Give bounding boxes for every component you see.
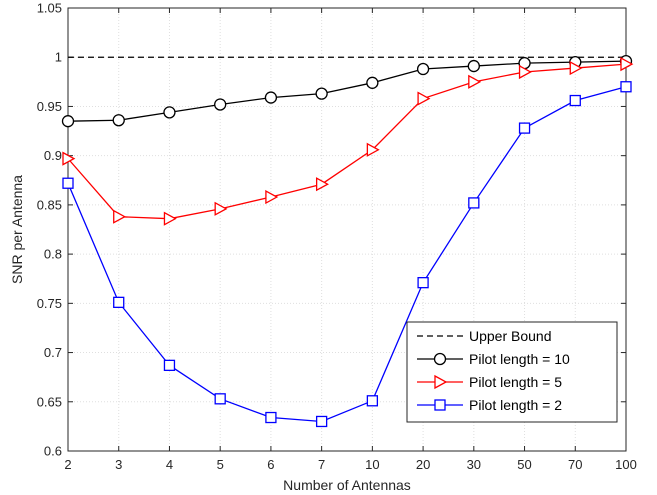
plot-area xyxy=(67,7,627,452)
data-point xyxy=(468,74,482,89)
legend-label: Upper Bound xyxy=(469,328,552,344)
legend: Upper Bound Pilot length = 10 Pilot length… xyxy=(406,321,618,423)
y-tick-label: 0.9 xyxy=(44,148,62,163)
data-point xyxy=(113,296,125,308)
data-point xyxy=(620,81,632,93)
x-tick-label: 20 xyxy=(416,457,430,472)
data-point xyxy=(264,91,278,104)
series-1 xyxy=(61,55,633,128)
data-point xyxy=(214,98,227,111)
x-tick-label: 2 xyxy=(64,457,71,472)
y-tick-label: 0.6 xyxy=(44,444,62,459)
x-tick-label: 4 xyxy=(166,457,173,472)
y-tick-label: 0.7 xyxy=(44,345,62,360)
data-point xyxy=(265,189,279,205)
legend-marker xyxy=(433,352,447,366)
x-tick-label: 5 xyxy=(217,457,224,472)
data-point xyxy=(620,57,634,72)
data-point xyxy=(163,106,176,119)
x-tick-label: 70 xyxy=(568,457,582,472)
data-point xyxy=(265,411,277,424)
data-point xyxy=(163,359,176,372)
x-tick-label: 30 xyxy=(467,457,481,472)
data-point xyxy=(366,142,380,157)
x-tick-label: 100 xyxy=(615,457,637,472)
y-tick-label: 1 xyxy=(55,50,62,65)
data-point xyxy=(366,395,379,407)
data-point xyxy=(62,151,76,166)
x-axis-label: Number of Antennas xyxy=(283,477,411,493)
data-point xyxy=(315,177,329,192)
series-group xyxy=(61,55,634,428)
data-point xyxy=(214,201,228,216)
data-point xyxy=(417,91,431,106)
data-point xyxy=(62,177,74,189)
data-point xyxy=(163,211,177,226)
series-line xyxy=(67,60,627,122)
legend-label: Pilot length = 2 xyxy=(469,397,562,413)
data-point xyxy=(467,59,480,73)
y-tick-label: 0.8 xyxy=(44,247,62,262)
data-point xyxy=(518,122,531,134)
series-line xyxy=(67,63,627,220)
data-point xyxy=(468,197,480,209)
series-2 xyxy=(62,57,634,226)
legend-marker xyxy=(434,374,448,390)
legend-label: Pilot length = 5 xyxy=(469,374,562,390)
data-point xyxy=(569,94,581,107)
series-line xyxy=(67,86,627,423)
y-tick-label: 0.85 xyxy=(37,197,62,212)
legend-marker xyxy=(434,399,446,411)
data-point xyxy=(518,64,532,80)
data-point xyxy=(113,209,127,224)
y-tick-label: 0.75 xyxy=(37,296,62,311)
x-tick-label: 50 xyxy=(517,457,531,472)
y-tick-label: 0.65 xyxy=(37,394,62,409)
y-tick-label: 1.05 xyxy=(37,1,62,16)
data-point xyxy=(214,393,226,405)
data-point xyxy=(416,62,430,76)
y-axis-label: SNR per Antenna xyxy=(9,175,25,284)
data-point xyxy=(61,115,75,128)
data-point xyxy=(315,415,328,428)
data-point xyxy=(569,60,583,76)
x-tick-label: 6 xyxy=(267,457,274,472)
legend-label: Pilot length = 10 xyxy=(469,351,570,367)
data-point xyxy=(417,277,429,289)
data-point xyxy=(112,114,125,127)
series-3 xyxy=(62,81,632,428)
x-tick-label: 7 xyxy=(318,457,325,472)
y-tick-label: 0.95 xyxy=(37,99,62,114)
x-tick-label: 10 xyxy=(365,457,379,472)
axis-ticks: 2 3 4 5 6 7 10 20 30 50 70 100 0.6 0.65 0.7 0.75 0.8 0.85… xyxy=(37,1,637,473)
data-point xyxy=(315,87,328,100)
x-tick-label: 3 xyxy=(115,457,122,472)
data-point xyxy=(366,76,379,89)
